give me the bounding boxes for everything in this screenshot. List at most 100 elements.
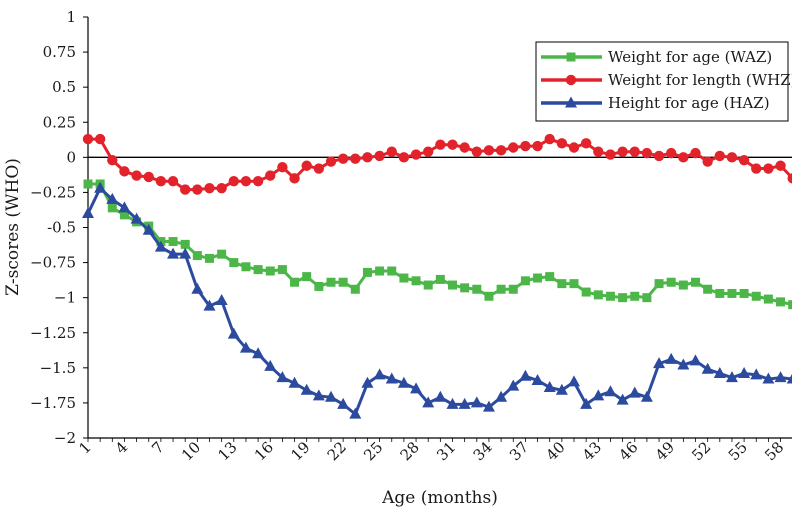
data-point-haz <box>397 376 410 388</box>
data-point-waz <box>253 265 263 275</box>
data-point-whz <box>337 153 349 164</box>
y-tick-label: −1.5 <box>40 359 76 377</box>
y-tick-label: −2 <box>54 429 76 447</box>
data-point-waz <box>83 179 93 189</box>
data-point-waz <box>192 251 202 261</box>
data-point-whz <box>240 175 252 187</box>
legend-label: Weight for length (WHZ) <box>608 71 792 89</box>
x-tick-label: 55 <box>725 438 751 464</box>
data-point-haz <box>94 181 107 193</box>
data-point-waz <box>411 276 421 286</box>
x-axis-ticks: 1 4 7 10 13 16 19 22 25 28 31 34 37 40 43 46 49 52 55 58 <box>75 438 787 464</box>
data-point-waz <box>314 281 324 291</box>
x-tick-label: 46 <box>615 438 641 464</box>
data-point-waz <box>448 280 457 290</box>
data-point-whz <box>204 183 215 194</box>
data-point-whz <box>82 133 94 145</box>
data-point-waz <box>557 279 567 289</box>
data-point-whz <box>532 140 543 152</box>
x-tick-label: 22 <box>324 438 350 464</box>
data-point-haz <box>215 293 228 305</box>
data-point-haz <box>179 247 192 259</box>
legend-item-whz: Weight for length (WHZ) <box>541 71 792 89</box>
data-point-haz <box>239 341 252 353</box>
data-point-whz <box>362 152 373 163</box>
y-tick-label: −0.75 <box>30 254 76 272</box>
x-tick-label: 25 <box>360 438 386 464</box>
y-tick-label: −1.75 <box>30 394 76 412</box>
data-point-whz <box>374 150 385 162</box>
series-whz <box>82 133 792 195</box>
data-point-haz <box>264 359 277 371</box>
data-point-whz <box>714 150 725 162</box>
x-tick-label: 58 <box>761 438 787 464</box>
data-point-haz <box>252 347 265 359</box>
data-point-waz <box>326 277 336 287</box>
y-tick-label: 1 <box>66 8 76 26</box>
data-point-whz <box>666 147 677 159</box>
data-point-waz <box>776 297 786 307</box>
data-point-waz <box>751 291 761 301</box>
data-point-whz <box>398 152 410 163</box>
data-point-haz <box>543 380 556 392</box>
data-point-whz <box>593 146 604 157</box>
data-point-haz <box>653 357 666 369</box>
data-point-haz <box>300 383 313 395</box>
legend: Weight for age (WAZ) Weight for length (W… <box>535 41 792 122</box>
data-point-haz <box>640 390 653 402</box>
series-haz <box>82 181 792 419</box>
data-point-whz <box>325 156 337 167</box>
data-point-haz <box>495 390 508 402</box>
data-point-waz <box>545 272 555 282</box>
data-point-waz <box>107 203 117 213</box>
data-point-whz <box>568 142 580 153</box>
data-point-whz <box>131 170 142 181</box>
data-point-haz <box>446 397 459 409</box>
data-point-waz <box>277 265 287 275</box>
data-point-whz <box>690 147 701 159</box>
data-point-waz <box>399 273 409 283</box>
data-point-whz <box>410 149 422 160</box>
data-point-whz <box>787 173 792 184</box>
data-point-waz <box>593 290 603 300</box>
data-point-whz <box>228 175 239 187</box>
data-point-haz <box>106 192 119 204</box>
data-point-whz <box>107 154 118 166</box>
series-layer <box>82 133 792 419</box>
data-point-whz <box>641 147 653 159</box>
data-point-whz <box>386 146 397 157</box>
data-point-whz <box>678 152 689 163</box>
y-tick-label: 0.75 <box>43 43 76 61</box>
data-point-haz <box>604 385 617 397</box>
data-point-haz <box>665 352 678 364</box>
data-point-haz <box>786 373 792 384</box>
data-point-haz <box>337 397 350 409</box>
data-point-haz <box>725 371 738 383</box>
x-tick-label: 49 <box>652 438 678 464</box>
data-point-waz <box>435 274 445 284</box>
x-tick-label: 7 <box>148 438 167 457</box>
x-tick-label: 40 <box>542 438 568 464</box>
data-point-haz <box>118 201 131 213</box>
data-point-whz <box>192 184 203 195</box>
data-point-whz <box>167 175 179 187</box>
data-point-haz <box>738 366 751 378</box>
data-point-haz <box>507 379 520 391</box>
data-point-waz <box>727 288 737 298</box>
data-point-waz <box>788 300 792 310</box>
data-point-haz <box>422 396 435 408</box>
data-point-haz <box>580 397 593 409</box>
data-point-waz <box>642 293 652 303</box>
legend-label: Height for age (HAZ) <box>608 94 770 112</box>
data-point-haz <box>519 369 532 381</box>
data-point-whz <box>495 145 507 156</box>
data-point-haz <box>288 376 301 388</box>
data-point-haz <box>373 368 386 380</box>
y-tick-label: −1.25 <box>30 324 76 342</box>
data-point-waz <box>387 266 397 276</box>
data-point-haz <box>82 206 94 218</box>
legend-item-haz: Height for age (HAZ) <box>541 94 770 112</box>
data-point-whz <box>447 139 458 150</box>
data-point-haz <box>385 372 398 384</box>
data-point-whz <box>265 170 276 181</box>
